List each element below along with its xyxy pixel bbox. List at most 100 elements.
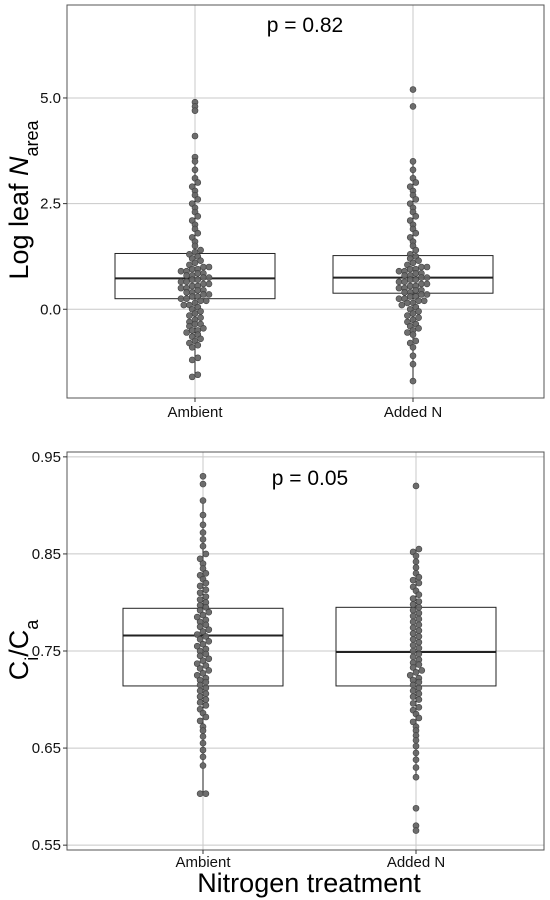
data-point [191, 166, 199, 174]
data-point [202, 790, 210, 797]
y-tick-label: 2.5 [40, 196, 61, 213]
data-point [199, 733, 207, 740]
data-point [415, 257, 422, 264]
data-point [412, 270, 420, 277]
data-point [415, 598, 423, 605]
data-point [197, 297, 204, 305]
p-value-annotation: p = 0.82 [267, 14, 343, 37]
data-point [196, 699, 204, 706]
data-point [412, 229, 420, 237]
data-point [406, 276, 414, 283]
data-point [415, 621, 423, 629]
y-axis-title: Log leaf Narea [4, 119, 42, 279]
data-point [202, 297, 210, 305]
data-point [415, 638, 423, 646]
data-point [193, 642, 201, 650]
data-point [197, 308, 204, 315]
y-axis-title-c1: C [4, 661, 34, 681]
data-point [188, 265, 196, 273]
data-point [409, 352, 417, 360]
data-points [177, 86, 431, 385]
data-point [191, 158, 199, 165]
data-point [409, 653, 417, 661]
data-point [415, 661, 423, 668]
data-point [202, 633, 210, 640]
data-point [199, 739, 207, 747]
data-point [194, 212, 202, 220]
data-point [412, 246, 420, 254]
y-tick-label: 0.55 [32, 837, 61, 854]
data-point [194, 354, 202, 362]
data-point [194, 276, 202, 283]
data-point [404, 329, 411, 336]
data-point [415, 579, 423, 587]
data-point [200, 274, 207, 281]
data-point [205, 608, 213, 616]
data-point [409, 641, 417, 649]
data-point [196, 665, 204, 672]
data-point [202, 702, 210, 709]
data-point [412, 179, 420, 186]
data-point [409, 601, 417, 608]
data-point [194, 286, 202, 294]
data-point [199, 611, 207, 619]
data-point [404, 299, 411, 307]
data-point [423, 280, 431, 288]
data-point [199, 529, 207, 536]
panel-leaf-n: 0.0 2.5 5.0 Ambient Added N p = 0.82 Log le… [4, 4, 545, 421]
data-point [412, 742, 420, 750]
data-point [191, 107, 199, 114]
data-point [415, 627, 423, 634]
data-point [401, 278, 408, 286]
data-point [401, 289, 408, 296]
x-tick-label: Ambient [175, 854, 231, 871]
gridlines [67, 452, 544, 850]
data-point [199, 753, 207, 761]
x-axis-title: Nitrogen treatment [197, 868, 421, 898]
data-point [412, 552, 420, 560]
boxplots [122, 500, 497, 794]
data-point [406, 293, 414, 300]
data-point [409, 259, 417, 267]
data-point [418, 667, 426, 674]
data-point [415, 690, 423, 698]
data-point [409, 595, 417, 602]
data-point [415, 678, 423, 686]
data-point [199, 472, 207, 480]
data-point [197, 335, 204, 343]
data-point [196, 693, 204, 700]
x-tick-labels: Ambient Added N [167, 398, 442, 421]
data-point [415, 684, 423, 692]
data-point [205, 626, 213, 633]
data-point [202, 713, 210, 721]
data-point [423, 263, 431, 271]
data-point [409, 360, 417, 368]
data-point [194, 270, 202, 277]
data-point [180, 301, 188, 309]
data-point [194, 229, 202, 237]
data-point [183, 289, 190, 296]
y-axis-title-subscript: area [22, 119, 42, 156]
data-point [409, 103, 417, 110]
data-point [415, 324, 422, 332]
data-point [199, 640, 207, 648]
data-point [406, 671, 414, 679]
data-point [205, 263, 213, 271]
data-point [409, 331, 417, 338]
data-point [188, 373, 196, 381]
data-point [415, 314, 422, 322]
data-point [200, 280, 207, 288]
data-point [191, 132, 199, 140]
data-point [418, 274, 425, 281]
gridlines [67, 5, 544, 398]
data-point [193, 613, 201, 621]
data-point [194, 196, 202, 203]
data-point [423, 291, 431, 298]
data-point [395, 267, 403, 275]
data-point [412, 337, 420, 345]
data-point [191, 242, 199, 250]
data-point [406, 282, 414, 290]
data-point [418, 291, 425, 298]
y-tick-labels: 0.0 2.5 5.0 [40, 90, 67, 318]
data-point [205, 274, 213, 281]
